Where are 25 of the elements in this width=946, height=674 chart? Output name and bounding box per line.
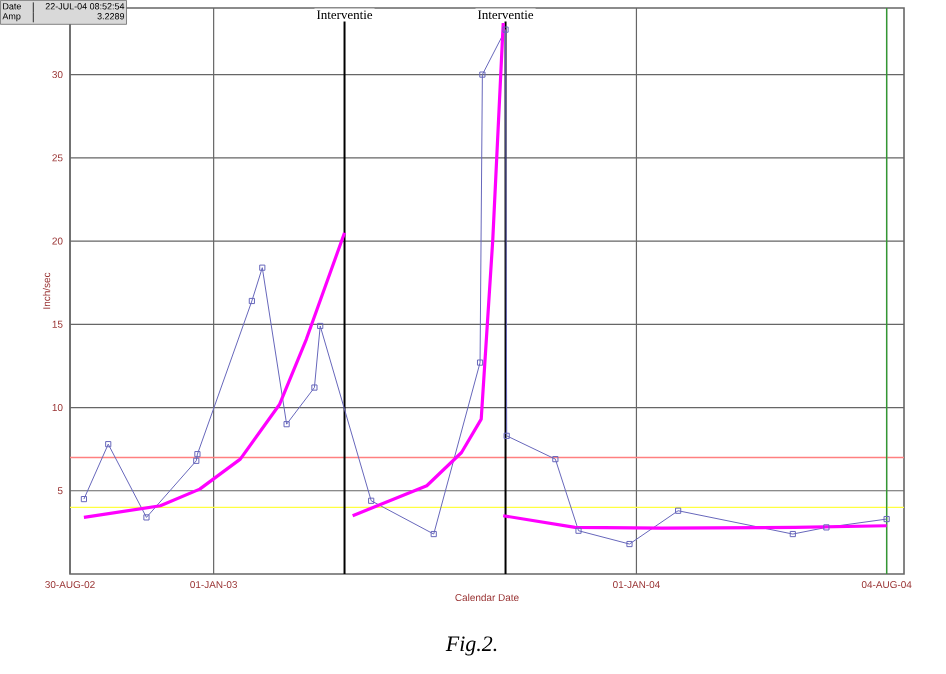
point	[194, 451, 201, 458]
point	[193, 457, 200, 464]
point	[368, 497, 375, 504]
line-series	[351, 21, 505, 518]
line-series	[82, 231, 347, 519]
point	[143, 514, 150, 521]
point	[626, 540, 633, 548]
point	[317, 322, 324, 330]
point	[476, 359, 484, 366]
point	[675, 507, 682, 514]
point	[311, 384, 318, 391]
point	[430, 530, 437, 538]
point	[502, 26, 509, 33]
point	[823, 524, 830, 531]
point	[259, 264, 266, 271]
caption: Fig.2.	[445, 636, 497, 656]
point	[789, 530, 796, 538]
point	[479, 71, 486, 78]
point	[105, 441, 112, 448]
point	[503, 432, 510, 439]
point	[575, 527, 582, 534]
point	[552, 456, 559, 463]
point	[283, 421, 290, 428]
point	[248, 297, 255, 305]
line-series	[501, 514, 889, 530]
